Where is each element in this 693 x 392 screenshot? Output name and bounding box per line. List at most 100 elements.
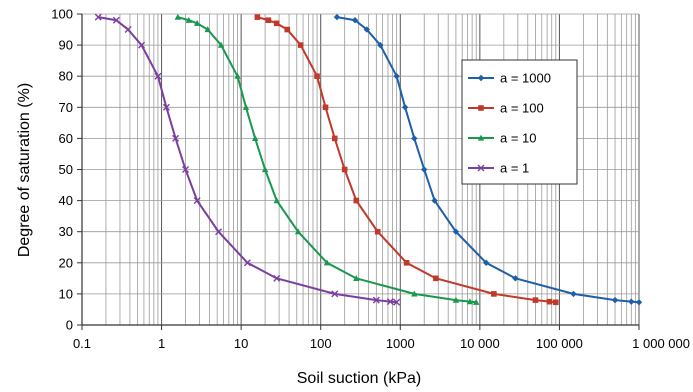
data-point (273, 274, 281, 282)
data-point (433, 275, 439, 282)
data-point (570, 290, 577, 298)
x-tick-label: 1000 (386, 336, 415, 351)
data-point (421, 166, 428, 173)
data-point (284, 26, 291, 33)
x-tick-label: 100 (310, 336, 332, 351)
data-point (273, 20, 280, 27)
legend-marker (477, 134, 485, 141)
data-point (193, 19, 201, 26)
legend-label: a = 100 (500, 101, 544, 116)
y-axis-title: Degree of saturation (%) (16, 83, 33, 257)
data-point (452, 228, 460, 235)
data-point (491, 291, 497, 297)
data-point (182, 166, 190, 173)
data-point (294, 228, 302, 235)
data-point (273, 197, 280, 204)
legend-label: a = 1 (500, 161, 529, 176)
series-1 (333, 13, 643, 306)
data-point (185, 16, 193, 23)
data-point (552, 299, 559, 306)
legend-entry: a = 10 (468, 131, 537, 146)
y-tick-label: 20 (59, 255, 73, 270)
data-point (401, 104, 409, 111)
data-point (611, 296, 619, 304)
data-point (353, 274, 360, 281)
series-layer (94, 13, 643, 306)
data-point (635, 299, 643, 306)
legend-label: a = 10 (500, 131, 537, 146)
data-point (393, 298, 401, 306)
y-tick-label: 10 (59, 286, 73, 301)
data-point (353, 197, 360, 204)
data-point (112, 16, 120, 24)
x-tick-label: 0.1 (73, 336, 91, 351)
y-tick-label: 40 (59, 193, 73, 208)
data-point (473, 298, 480, 305)
x-tick-label: 1 (158, 336, 165, 351)
data-point (162, 103, 170, 111)
data-point (251, 135, 259, 141)
data-point (174, 13, 182, 20)
data-point (372, 296, 380, 304)
y-tick-label: 80 (59, 69, 73, 84)
data-point (431, 197, 438, 204)
data-point (154, 72, 162, 80)
y-tick-label: 60 (59, 131, 73, 146)
x-tick-label: 100 000 (536, 336, 583, 351)
data-point (482, 259, 490, 266)
x-axis-title: Soil suction (kPa) (297, 370, 422, 387)
data-point (204, 26, 211, 33)
y-tick-label: 30 (59, 224, 73, 239)
data-point (374, 228, 381, 235)
x-tick-labels: 0.1 1 10 100 1000 10 000 100 000 1 000 000 (73, 336, 690, 351)
data-point (403, 260, 410, 266)
data-point (341, 166, 348, 173)
data-point (331, 135, 338, 142)
series-2 (254, 14, 559, 306)
data-point (254, 14, 261, 20)
series-3 (174, 13, 480, 305)
data-point (393, 73, 400, 80)
x-tick-label: 10 000 (460, 336, 500, 351)
data-point (452, 296, 460, 303)
data-point (215, 228, 223, 236)
y-tick-label: 50 (59, 162, 73, 177)
legend-label: a = 1000 (500, 71, 551, 86)
series-4 (94, 13, 401, 306)
data-point (193, 197, 201, 205)
data-point (331, 290, 339, 298)
data-point (628, 298, 635, 305)
y-tick-labels: 0 10 20 30 40 50 60 70 80 90 100 (51, 7, 73, 333)
data-point (234, 72, 241, 79)
y-tick-label: 100 (51, 7, 73, 22)
data-point (351, 17, 359, 24)
legend-marker (477, 74, 485, 82)
data-point (512, 275, 519, 282)
data-point (243, 259, 251, 267)
data-point (333, 13, 341, 21)
series-line (336, 16, 640, 304)
data-point (124, 26, 132, 34)
y-tick-label: 70 (59, 100, 73, 115)
y-tick-label: 90 (59, 38, 73, 53)
data-point (138, 41, 146, 49)
legend: a = 1000 a = 100 a = 10 a = 1 (461, 59, 578, 185)
legend-entry: a = 1 (468, 161, 529, 176)
data-point (377, 41, 384, 49)
data-point (265, 17, 272, 24)
x-tick-label: 10 (234, 336, 248, 351)
data-point (546, 298, 553, 305)
data-point (322, 104, 329, 111)
data-point (261, 166, 269, 173)
y-tick-label: 0 (66, 318, 73, 333)
data-point (386, 298, 394, 306)
legend-marker (478, 105, 484, 111)
legend-entry: a = 100 (468, 101, 544, 116)
data-point (466, 298, 474, 305)
data-point (242, 103, 250, 110)
data-point (94, 13, 102, 21)
series-line (98, 16, 397, 304)
legend-entry: a = 1000 (468, 71, 551, 86)
data-point (314, 73, 320, 79)
